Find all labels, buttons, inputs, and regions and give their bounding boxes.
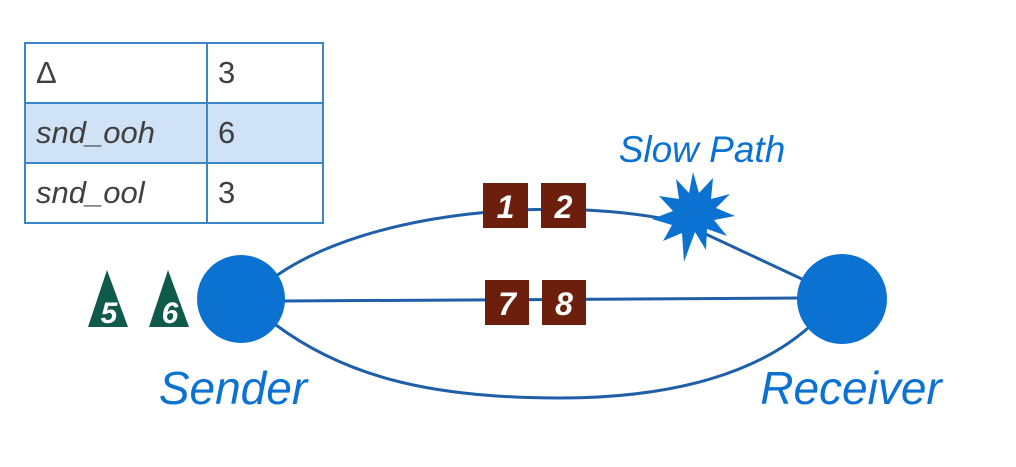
sender-label: Sender: [159, 362, 309, 414]
lower-path: [275, 323, 809, 400]
table-value: 3: [206, 42, 324, 104]
slow-path-label: Slow Path: [619, 129, 786, 170]
receiver-label: Receiver: [760, 362, 943, 414]
table-row-snd-ool: snd_ool 3: [24, 162, 324, 224]
packet-upper-2: 2: [541, 183, 586, 228]
table-row-delta: Δ 3: [24, 42, 324, 104]
state-table: Δ 3 snd_ooh 6 snd_ool 3: [24, 42, 324, 224]
upper-path: [275, 207, 805, 282]
packet-middle-8: 8: [542, 280, 586, 325]
starburst-icon: [652, 172, 735, 262]
packet-label: 1: [497, 189, 515, 225]
packet-label: 2: [554, 189, 573, 225]
pending-label: 5: [101, 297, 119, 330]
triangle-icon: [149, 270, 189, 327]
pending-packet-5: 5: [88, 270, 128, 330]
table-value: 3: [206, 162, 324, 224]
packet-label: 8: [555, 286, 573, 322]
table-row-snd-ooh: snd_ooh 6: [24, 102, 324, 164]
pending-label: 6: [162, 297, 179, 330]
packet-middle-7: 7: [485, 280, 529, 325]
table-key: snd_ooh: [24, 102, 208, 164]
sender-node: [197, 255, 285, 343]
table-value: 6: [206, 102, 324, 164]
triangle-icon: [88, 270, 128, 327]
packet-label: 7: [498, 286, 518, 322]
receiver-node: [797, 254, 887, 344]
packet-upper-1: 1: [483, 183, 528, 228]
table-key: snd_ool: [24, 162, 208, 224]
pending-packet-6: 6: [149, 270, 189, 330]
table-key: Δ: [24, 42, 208, 104]
